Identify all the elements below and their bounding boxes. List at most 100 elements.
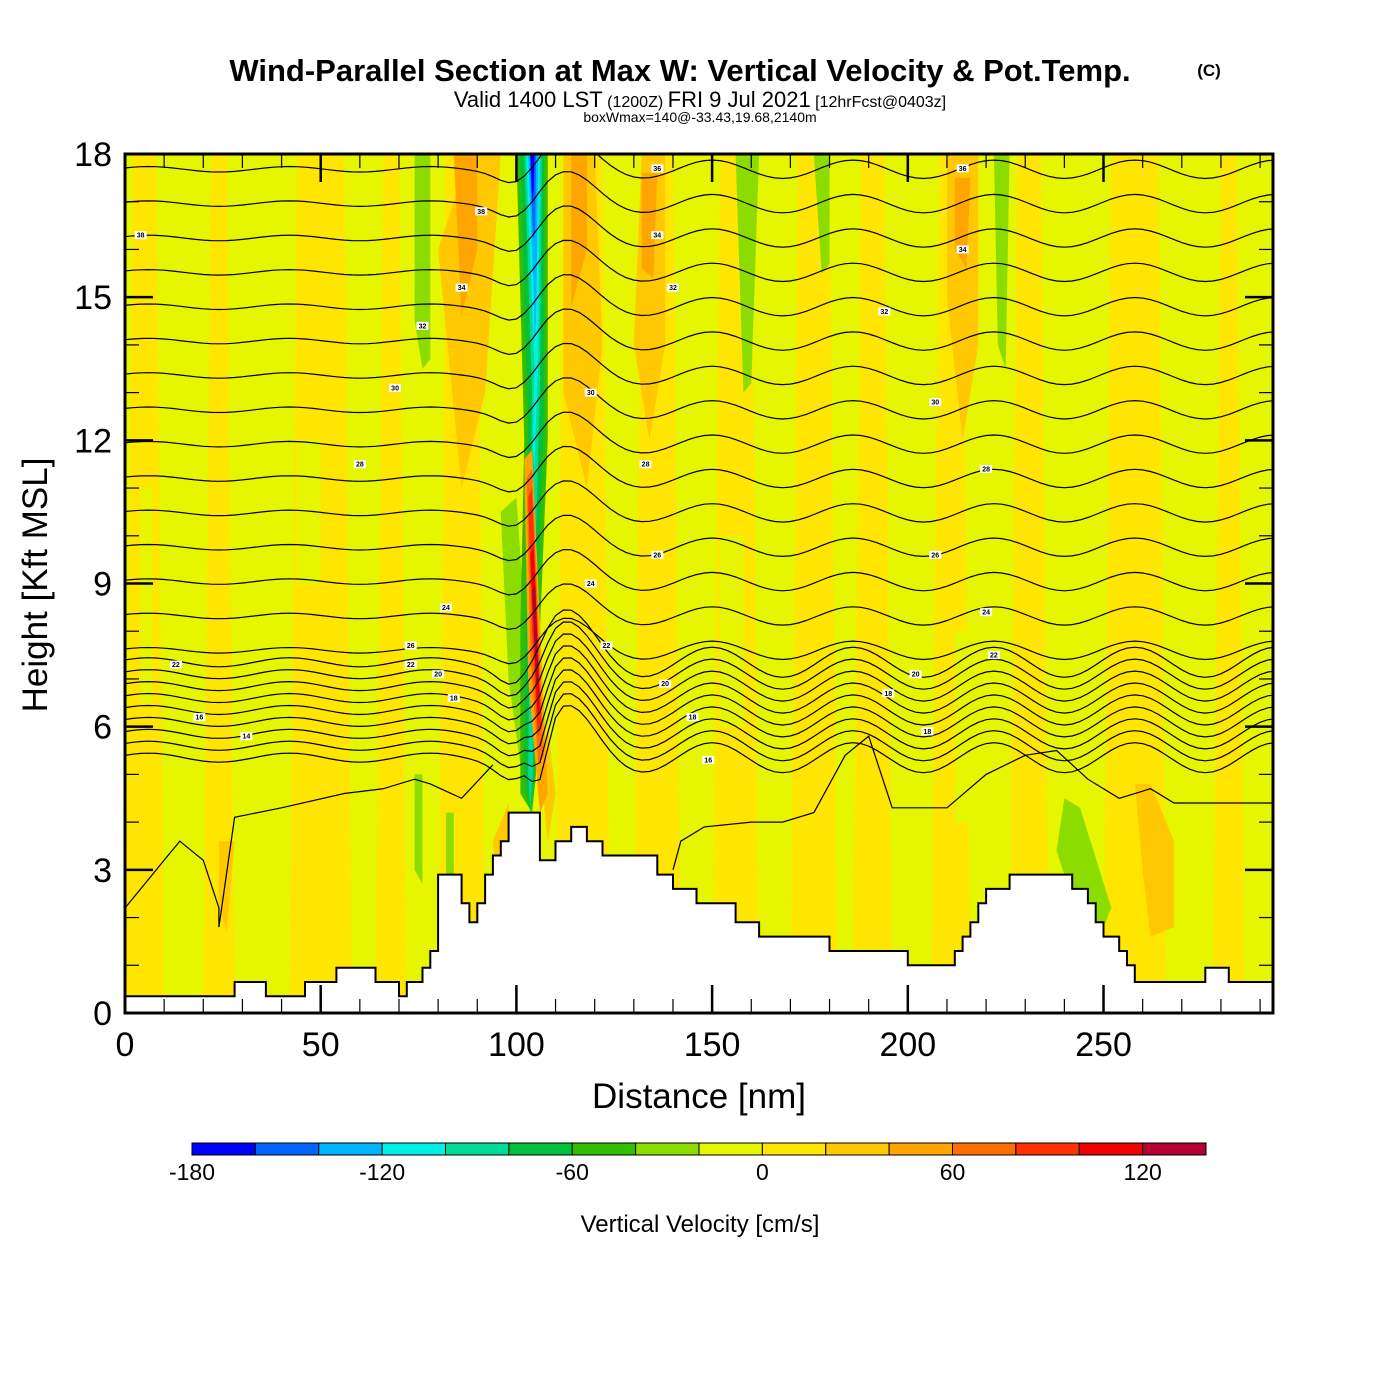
subtitle-utc: (1200Z): [607, 94, 663, 111]
isentrope-line: [125, 411, 1273, 459]
isentrope-label: 36: [956, 164, 969, 173]
isentrope-line: [125, 377, 1273, 424]
isentrope-line: [125, 239, 1273, 287]
isentrope-line: [125, 609, 1273, 685]
isentrope-label: 32: [878, 307, 891, 316]
isentrope-label-text: 22: [407, 662, 415, 669]
isentrope-label-text: 32: [419, 323, 427, 330]
w-updraft-column: [532, 583, 539, 684]
colorbar-tick-label: -120: [359, 1159, 405, 1185]
isentrope-label: 32: [666, 283, 679, 292]
isentrope-label-text: 32: [880, 309, 888, 316]
isentrope-label: 24: [584, 579, 597, 588]
isentrope-line: [125, 633, 1273, 709]
isentrope-label: 30: [389, 383, 402, 392]
x-axis-label: Distance [nm]: [592, 1077, 806, 1116]
subtitle-valid: Valid 1400 LST: [454, 87, 603, 112]
isentrope-line: [125, 548, 1273, 596]
isentrope-label: 24: [980, 608, 993, 617]
x-axis-ticks: 0 50 100 150 200 250: [116, 154, 1261, 1064]
colorbar-swatch: [508, 1142, 573, 1156]
isentrope-label-text: 38: [137, 233, 145, 240]
colorbar-swatch: [761, 1142, 827, 1156]
copyright-mark: (C): [1197, 61, 1221, 80]
y-tick-label: 18: [74, 136, 112, 174]
isentrope-line: [125, 645, 1273, 721]
isentrope-line: [125, 445, 1273, 493]
colorbar-swatch: [635, 1142, 700, 1156]
isentrope-label-text: 38: [477, 209, 485, 216]
isentrope-label: 28: [639, 460, 652, 469]
isentrope-label-text: 18: [450, 696, 458, 703]
colorbar-swatch: [318, 1142, 383, 1156]
w-updraft-moderate: [453, 154, 478, 317]
w-updraft-weak: [1134, 783, 1174, 937]
isentrope-line: [125, 480, 1273, 527]
x-tick-label: 100: [488, 1026, 545, 1064]
isentrope-label: 20: [909, 670, 922, 679]
w-band-weak-negative: [140, 488, 153, 703]
subtitle-forecast: [12hrFcst@0403z]: [815, 94, 946, 111]
isentrope-line: [125, 657, 1273, 733]
colorbar-tick-label: -180: [169, 1159, 215, 1185]
w-band-weak-negative: [719, 535, 744, 727]
colorbar-swatch: [888, 1142, 953, 1156]
isentrope-label-text: 20: [661, 681, 669, 688]
w-updraft-weak: [218, 841, 235, 932]
isentrope-label: 28: [353, 460, 366, 469]
w-downdraft-column: [528, 154, 539, 345]
isentrope-line: [125, 669, 1273, 745]
colorbar-swatch: [254, 1142, 320, 1156]
isentrope-line: [125, 705, 1273, 783]
colorbar-swatch: [571, 1142, 637, 1156]
isentrope-label-text: 22: [172, 662, 180, 669]
isentrope-label-text: 36: [653, 166, 661, 173]
isentrope-label: 36: [651, 164, 664, 173]
isentrope-label-text: 26: [653, 552, 661, 559]
y-tick-label: 15: [74, 279, 112, 317]
terrain-profile: [125, 811, 1273, 1013]
isentrope-line: [125, 205, 1273, 252]
isentrope-contours: [125, 154, 1273, 928]
isentrope-labels: 38 38 36 34 36 34 34 32 32 32 30 30 30 28 28 28 26 26 26 24…: [134, 164, 1000, 765]
isentrope-label: 26: [929, 550, 942, 559]
colorbar-swatch: [1078, 1142, 1144, 1156]
isentrope-label: 18: [686, 713, 699, 722]
isentrope-label-text: 22: [603, 643, 611, 650]
isentrope-label: 24: [439, 603, 452, 612]
isentrope-label-text: 24: [587, 581, 595, 588]
x-tick-label: 200: [879, 1026, 936, 1064]
w-updraft-moderate: [571, 154, 587, 307]
colorbar-swatch: [952, 1142, 1017, 1156]
w-downdraft-weak: [414, 154, 431, 369]
isentrope-label: 16: [193, 713, 206, 722]
isentrope-label: 14: [240, 732, 253, 741]
isentrope-label: 38: [134, 231, 147, 240]
isentrope-label: 30: [929, 398, 942, 407]
w-downdraft-weak: [813, 154, 830, 274]
isentrope-label: 30: [584, 388, 597, 397]
isentrope-label-text: 30: [931, 400, 939, 407]
isentrope-label-text: 34: [458, 285, 466, 292]
isentrope-line: [125, 693, 1273, 769]
isentrope-label: 18: [447, 694, 460, 703]
x-tick-label: 0: [116, 1026, 135, 1064]
y-tick-label: 0: [93, 995, 112, 1033]
w-band-positive: [853, 154, 893, 1013]
isentrope-label-text: 28: [642, 462, 650, 469]
isentrope-label: 18: [921, 727, 934, 736]
isentrope-label-text: 20: [912, 672, 920, 679]
w-updraft-weak: [438, 154, 501, 489]
isentrope-label-text: 16: [704, 758, 712, 765]
colorbar-tick-label: 60: [940, 1159, 966, 1185]
isentrope-line: [125, 274, 1273, 321]
chart-title: Wind-Parallel Section at Max W: Vertical…: [229, 53, 1130, 88]
isentrope-line: [672, 735, 1272, 870]
isentrope-line: [125, 308, 1273, 356]
isentrope-label: 38: [475, 207, 488, 216]
isentrope-line: [125, 621, 1273, 697]
isentrope-line: [125, 617, 1273, 665]
y-tick-label: 3: [93, 852, 112, 890]
w-downdraft-weak: [735, 154, 760, 393]
